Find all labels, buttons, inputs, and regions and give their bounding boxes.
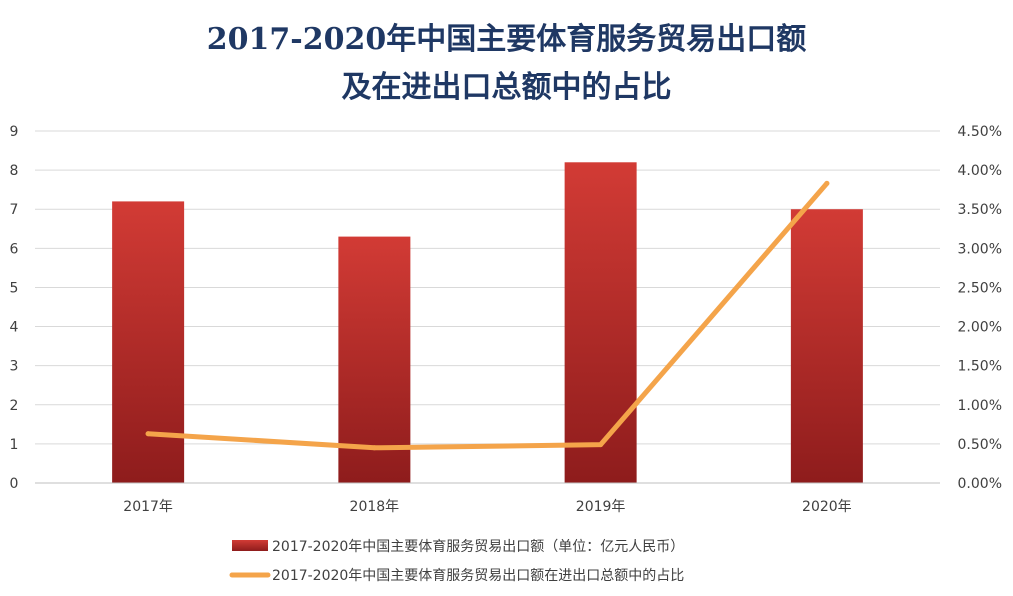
x-tick-label: 2017年 xyxy=(123,499,173,515)
left-tick-label: 3 xyxy=(10,359,19,375)
line-point xyxy=(145,431,151,437)
line-series xyxy=(145,180,830,451)
x-tick-label: 2018年 xyxy=(350,499,400,515)
line-path xyxy=(145,180,830,451)
x-tick-label: 2019年 xyxy=(576,499,626,515)
line-point xyxy=(371,445,377,451)
right-tick-label: 4.00% xyxy=(958,163,1002,179)
left-y-axis: 0 1 2 3 4 5 6 7 8 9 xyxy=(10,124,19,492)
left-tick-label: 8 xyxy=(10,163,19,179)
left-tick-label: 0 xyxy=(10,476,19,492)
legend-label-bar: 2017-2020年中国主要体育服务贸易出口额（单位：亿元人民币） xyxy=(272,539,684,555)
line-point xyxy=(824,180,830,186)
legend: 2017-2020年中国主要体育服务贸易出口额（单位：亿元人民币） 2017-20… xyxy=(229,539,684,584)
right-tick-label: 1.00% xyxy=(958,398,1002,414)
left-tick-label: 1 xyxy=(10,437,19,453)
bar xyxy=(790,209,863,483)
bar-series xyxy=(112,162,863,484)
left-tick-label: 5 xyxy=(10,280,19,296)
right-tick-label: 0.50% xyxy=(958,437,1002,453)
bar xyxy=(338,236,411,483)
right-y-axis: 0.00% 0.50% 1.00% 1.50% 2.00% 2.50% 3.00% 3.50%… xyxy=(958,124,1002,492)
left-tick-label: 7 xyxy=(10,202,19,218)
right-tick-label: 0.00% xyxy=(958,476,1002,492)
left-tick-label: 2 xyxy=(10,398,19,414)
right-tick-label: 3.50% xyxy=(958,202,1002,218)
right-tick-label: 3.00% xyxy=(958,241,1002,257)
legend-swatch-bar xyxy=(232,540,268,551)
line-point xyxy=(598,442,604,448)
left-tick-label: 6 xyxy=(10,241,19,257)
chart-title-line-1: 2017-2020年中国主要体育服务贸易出口额 xyxy=(206,22,807,57)
gridlines xyxy=(35,130,940,484)
left-tick-label: 9 xyxy=(10,124,19,140)
right-tick-label: 1.50% xyxy=(958,359,1002,375)
bar xyxy=(112,201,185,483)
chart-title-line-2: 及在进出口总额中的占比 xyxy=(341,70,672,105)
right-tick-label: 4.50% xyxy=(958,124,1002,140)
bar xyxy=(564,162,637,484)
x-tick-label: 2020年 xyxy=(802,499,852,515)
left-tick-label: 4 xyxy=(10,320,19,336)
x-axis: 2017年 2018年 2019年 2020年 xyxy=(35,482,940,515)
right-tick-label: 2.50% xyxy=(958,280,1002,296)
legend-label-line: 2017-2020年中国主要体育服务贸易出口额在进出口总额中的占比 xyxy=(272,568,684,584)
right-tick-label: 2.00% xyxy=(958,320,1002,336)
